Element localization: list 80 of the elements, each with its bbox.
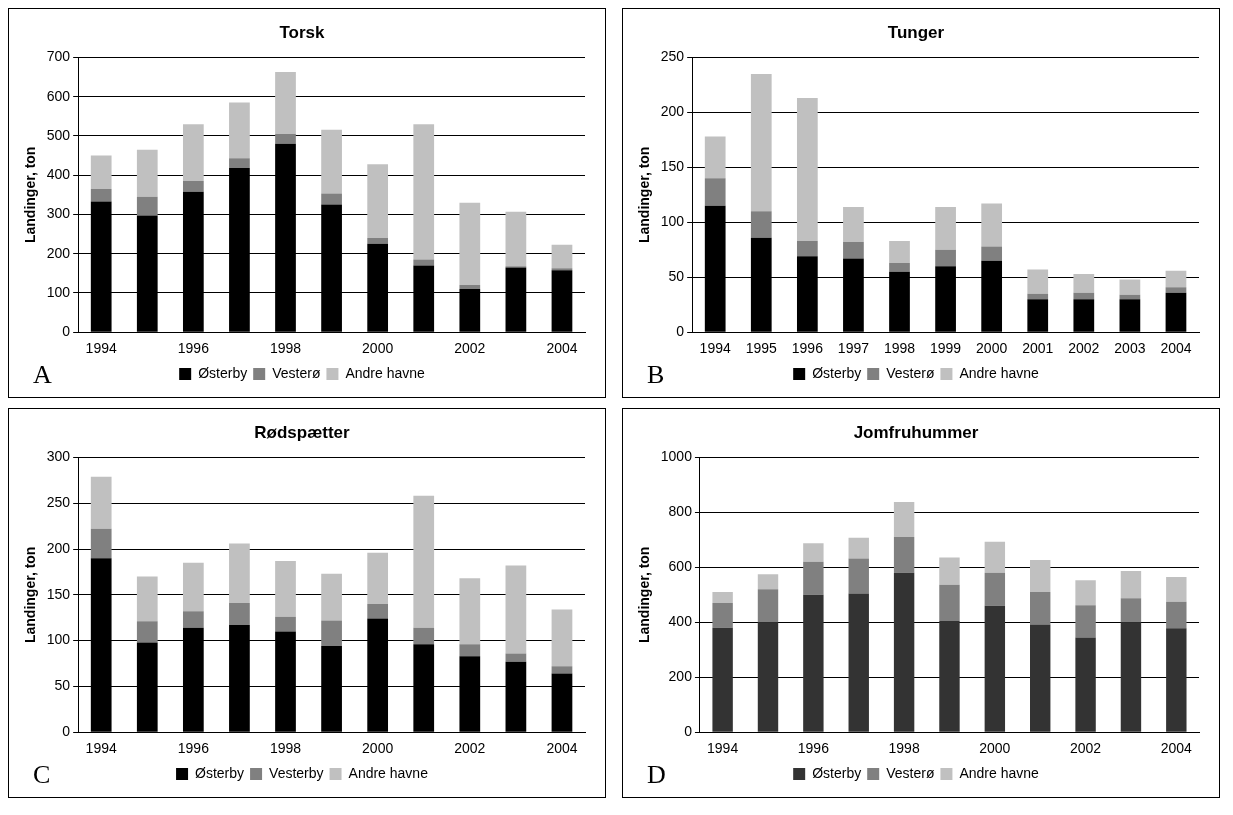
legend-label: Vesterø (886, 364, 935, 381)
x-tick-label: 1998 (888, 740, 920, 757)
legend-label: Vesterø (886, 764, 935, 781)
y-axis-title: Landinger, ton (22, 146, 39, 244)
x-tick-label: 2002 (1070, 740, 1102, 757)
x-tick-label: 2000 (362, 740, 394, 757)
y-tick-label: 700 (46, 48, 71, 65)
y-tick-label: 300 (46, 205, 71, 222)
x-tick-label: 2002 (454, 340, 486, 357)
x-tick-label: 1997 (837, 340, 870, 357)
y-tick-label: 100 (660, 213, 685, 230)
y-tick-label: 150 (46, 585, 71, 602)
x-tick-label: 1996 (797, 740, 830, 757)
x-tick-label: 1998 (883, 340, 916, 357)
chart-title: Tunger (887, 22, 945, 42)
y-tick-label: 300 (46, 448, 71, 465)
y-axis-title: Landinger, ton (22, 546, 39, 644)
legend-label: Vesterø (272, 364, 321, 381)
x-tick-label: 1994 (699, 340, 731, 357)
y-tick-label: 0 (684, 723, 693, 740)
y-tick-label: 600 (668, 558, 693, 575)
x-tick-label: 1994 (85, 340, 117, 357)
x-tick-label: 1996 (177, 740, 210, 757)
y-tick-label: 50 (54, 677, 71, 694)
x-tick-label: 2004 (546, 740, 578, 757)
chart-title: Torsk (279, 22, 326, 42)
y-tick-label: 800 (668, 503, 693, 520)
x-tick-label: 1996 (177, 340, 210, 357)
x-tick-label: 1996 (791, 340, 824, 357)
legend-label: Vesterby (269, 764, 324, 781)
legend-label: Østerby (198, 364, 248, 381)
y-tick-label: 0 (62, 723, 71, 740)
legend-label: Østerby (195, 764, 245, 781)
y-tick-label: 250 (46, 494, 71, 511)
chart-title: Rødspætter (254, 422, 351, 442)
text: B (647, 359, 665, 389)
text: C (33, 759, 51, 789)
y-tick-label: 200 (46, 539, 71, 556)
y-tick-label: 100 (46, 283, 71, 300)
x-tick-label: 2002 (454, 740, 486, 757)
x-tick-label: 1999 (930, 340, 962, 357)
x-tick-label: 2004 (546, 340, 578, 357)
legend-label: Andre havne (348, 764, 429, 781)
y-tick-label: 400 (46, 166, 71, 183)
legend-label: Østerby (812, 364, 862, 381)
x-tick-label: 2002 (1068, 340, 1100, 357)
x-tick-label: 1994 (85, 740, 117, 757)
y-tick-label: 50 (668, 268, 685, 285)
y-tick-label: 600 (46, 87, 71, 104)
x-tick-label: 1998 (269, 740, 302, 757)
y-tick-label: 0 (62, 323, 71, 340)
y-tick-label: 500 (46, 126, 71, 143)
y-tick-label: 400 (668, 613, 693, 630)
y-tick-label: 250 (660, 48, 685, 65)
y-tick-label: 200 (668, 668, 693, 685)
legend-label: Østerby (812, 764, 862, 781)
x-tick-label: 2000 (362, 340, 394, 357)
x-tick-label: 2000 (976, 340, 1008, 357)
y-axis-title: Landinger, ton (636, 146, 653, 244)
text: A (33, 359, 52, 389)
x-tick-label: 1995 (745, 340, 778, 357)
x-tick-label: 2003 (1114, 340, 1146, 357)
x-tick-label: 2001 (1022, 340, 1054, 357)
y-tick-label: 200 (46, 244, 71, 261)
legend-label: Andre havne (959, 364, 1040, 381)
legend-label: Andre havne (345, 364, 426, 381)
y-axis-title: Landinger, ton (636, 546, 653, 644)
x-tick-label: 2004 (1160, 740, 1193, 757)
y-tick-label: 150 (660, 158, 685, 175)
legend-label: Andre havne (959, 764, 1040, 781)
chart-title: Jomfruhummer (853, 422, 979, 442)
x-tick-label: 1998 (269, 340, 302, 357)
y-tick-label: 0 (676, 323, 685, 340)
text: D (647, 759, 666, 789)
x-tick-label: 1994 (707, 740, 739, 757)
y-tick-label: 200 (660, 103, 685, 120)
x-tick-label: 2004 (1160, 340, 1192, 357)
y-tick-label: 1000 (660, 448, 693, 465)
x-tick-label: 2000 (979, 740, 1011, 757)
y-tick-label: 100 (46, 631, 71, 648)
